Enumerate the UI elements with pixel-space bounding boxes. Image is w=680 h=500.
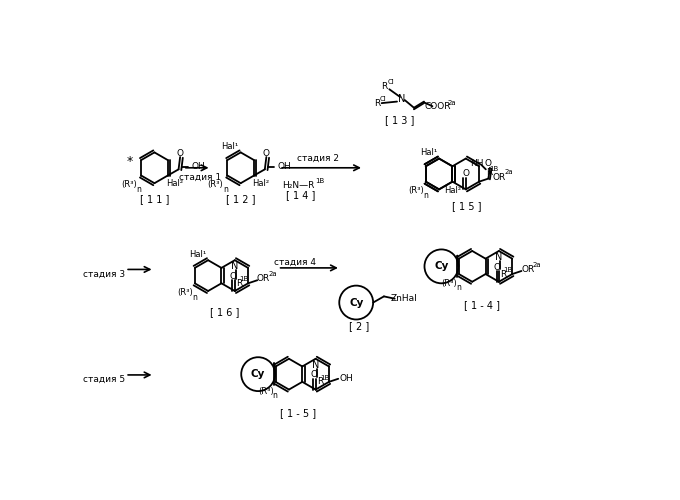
- Text: 1B: 1B: [503, 267, 513, 273]
- Text: Hal¹: Hal¹: [420, 148, 437, 157]
- Text: R: R: [317, 378, 324, 386]
- Text: 1B: 1B: [320, 375, 330, 381]
- Text: (R³): (R³): [258, 386, 274, 396]
- Text: H₂N—R: H₂N—R: [282, 181, 315, 190]
- Text: Hal²: Hal²: [444, 186, 462, 196]
- Text: OH: OH: [339, 374, 353, 382]
- Text: OR: OR: [257, 274, 270, 283]
- Text: COOR: COOR: [424, 102, 451, 112]
- Text: OR: OR: [492, 172, 506, 182]
- Text: 1B: 1B: [239, 276, 249, 282]
- Text: R: R: [381, 82, 388, 90]
- Text: Cy: Cy: [435, 262, 449, 272]
- Text: Hal¹: Hal¹: [221, 142, 239, 150]
- Text: 2a: 2a: [532, 262, 541, 268]
- Text: 1B: 1B: [489, 166, 498, 172]
- Text: [ 1 - 4 ]: [ 1 - 4 ]: [464, 300, 500, 310]
- Text: N: N: [231, 262, 239, 272]
- Text: стадия 4: стадия 4: [273, 258, 316, 267]
- Text: N: N: [398, 94, 405, 104]
- Text: Cl: Cl: [379, 96, 386, 102]
- Text: n: n: [223, 185, 228, 194]
- Text: *: *: [126, 155, 133, 168]
- Text: O: O: [485, 160, 492, 168]
- Text: (R³): (R³): [441, 279, 457, 288]
- Text: стадия 3: стадия 3: [82, 270, 124, 278]
- Text: 2a: 2a: [504, 170, 513, 175]
- Text: [ 1 4 ]: [ 1 4 ]: [286, 190, 316, 200]
- Text: ZnHal: ZnHal: [390, 294, 418, 303]
- Text: [ 1 3 ]: [ 1 3 ]: [386, 115, 415, 125]
- Text: N: N: [312, 360, 320, 370]
- Text: (R³): (R³): [207, 180, 223, 189]
- Text: O: O: [177, 148, 184, 158]
- Text: стадия 1: стадия 1: [179, 172, 221, 182]
- Text: n: n: [273, 391, 277, 400]
- Text: Hal¹: Hal¹: [189, 250, 206, 258]
- Text: стадия 2: стадия 2: [296, 154, 339, 163]
- Text: [ 1 - 5 ]: [ 1 - 5 ]: [280, 408, 316, 418]
- Text: Hal²: Hal²: [252, 178, 269, 188]
- Text: Cy: Cy: [251, 369, 265, 379]
- Text: NH: NH: [470, 158, 483, 168]
- Text: n: n: [423, 191, 428, 200]
- Text: O: O: [311, 370, 318, 380]
- Text: Cy: Cy: [349, 298, 363, 308]
- Text: Hal²: Hal²: [166, 178, 183, 188]
- Text: N: N: [495, 252, 503, 262]
- Text: [ 1 5 ]: [ 1 5 ]: [452, 202, 481, 211]
- Text: (R³): (R³): [408, 186, 424, 196]
- Text: OR: OR: [521, 265, 534, 274]
- Text: O: O: [494, 262, 501, 272]
- Text: Cl: Cl: [388, 80, 394, 86]
- Text: R: R: [236, 279, 243, 288]
- Text: O: O: [462, 168, 469, 177]
- Text: O: O: [230, 272, 237, 281]
- Text: [ 1 1 ]: [ 1 1 ]: [140, 194, 169, 203]
- Text: (R³): (R³): [121, 180, 137, 189]
- Text: [ 1 6 ]: [ 1 6 ]: [210, 308, 239, 318]
- Text: [ 1 2 ]: [ 1 2 ]: [226, 194, 256, 203]
- Text: R: R: [500, 270, 507, 278]
- Text: n: n: [192, 292, 197, 302]
- Text: R: R: [486, 168, 492, 177]
- Text: OH: OH: [192, 162, 205, 171]
- Text: n: n: [456, 284, 461, 292]
- Text: (R³): (R³): [177, 288, 193, 297]
- Text: [ 2 ]: [ 2 ]: [349, 320, 369, 330]
- Text: OH: OH: [278, 162, 292, 171]
- Text: 2a: 2a: [269, 271, 277, 277]
- Text: 2a: 2a: [447, 100, 456, 106]
- Text: стадия 5: стадия 5: [82, 375, 124, 384]
- Text: n: n: [137, 185, 141, 194]
- Text: R: R: [374, 98, 380, 108]
- Text: O: O: [263, 148, 270, 158]
- Text: 1B: 1B: [316, 178, 324, 184]
